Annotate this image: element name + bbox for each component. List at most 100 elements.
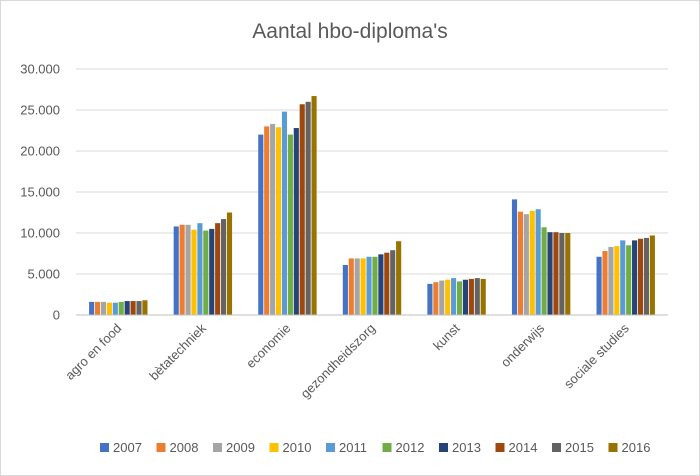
bar-2008-1 [179,224,185,315]
y-tick-label: 5.000 [27,267,60,282]
bar-2008-2 [264,126,270,316]
legend-label-2014: 2014 [509,440,538,455]
bar-2016-2 [311,96,317,315]
bar-2013-6 [632,240,638,315]
bar-2011-6 [620,240,626,315]
bar-2016-4 [480,278,486,315]
bar-2014-4 [468,278,474,315]
bar-2012-1 [203,230,209,315]
bar-2007-4 [427,283,433,315]
legend-swatch-2013 [439,443,448,452]
bar-2015-1 [221,219,227,315]
bar-2016-5 [565,233,571,315]
bar-2012-6 [626,245,632,315]
bar-2014-0 [130,301,136,315]
legend-label-2007: 2007 [113,440,142,455]
legend-label-2010: 2010 [283,440,312,455]
bar-2009-2 [270,123,276,315]
bar-2007-5 [511,199,518,315]
bar-2008-6 [602,251,608,315]
bar-2015-6 [643,237,649,315]
bar-2012-3 [372,256,378,315]
y-axis-ticks: 0 5.000 10.000 15.000 20.000 25.000 30.000 [20,62,60,323]
bar-2015-5 [559,233,565,315]
legend-swatch-2016 [608,443,618,452]
bar-2013-2 [293,128,299,315]
bar-2010-2 [275,127,282,315]
legend-swatch-2011 [326,443,335,452]
bar-2014-5 [553,232,559,315]
bar-2010-4 [445,279,451,315]
y-tick-label: 10.000 [20,226,60,241]
bar-2013-4 [462,279,469,315]
bar-2007-6 [596,256,602,315]
y-tick-label: 25.000 [20,103,60,118]
bar-2011-1 [197,223,203,315]
legend-swatch-2010 [269,443,279,452]
legend-label-2011: 2011 [339,440,367,455]
bar-2016-6 [649,235,655,315]
bar-2011-0 [112,302,118,315]
bar-2014-2 [299,104,305,315]
legend-swatch-2008 [156,443,166,452]
chart-title: Aantal hbo-diploma's [252,20,447,43]
bar-2014-6 [637,238,644,315]
legend-label-2008: 2008 [170,440,199,455]
legend-label-2009: 2009 [226,440,255,455]
bar-2016-0 [142,300,148,315]
legend-swatch-2009 [213,443,222,452]
bar-2015-4 [474,278,480,315]
bar-2015-0 [136,301,142,315]
legend: 2007 2008 2009 2010 2011 2012 2013 2014 2015 2016 [100,440,650,455]
bar-2014-3 [384,252,390,315]
bar-2009-0 [100,301,107,315]
bar-2010-0 [106,302,112,315]
bar-2011-2 [281,111,288,315]
bar-2010-5 [529,210,535,315]
legend-swatch-2014 [495,443,505,452]
bar-2013-3 [378,254,384,315]
legend-label-2012: 2012 [396,440,425,455]
bars [89,96,655,316]
bar-2012-2 [287,134,293,315]
bar-2013-5 [547,232,553,315]
y-tick-label: 20.000 [20,144,60,159]
bar-2007-2 [258,134,264,315]
bar-2014-1 [215,223,221,315]
bar-2012-4 [456,281,463,315]
legend-swatch-2015 [552,443,561,452]
bar-2009-1 [185,224,191,315]
bar-2007-3 [342,264,348,315]
y-tick-label: 0 [53,308,60,323]
bar-2013-0 [124,301,130,315]
legend-swatch-2012 [382,443,392,452]
bar-2016-3 [396,241,402,315]
bar-2010-1 [191,229,197,315]
bar-2015-3 [390,250,396,315]
bar-2009-6 [608,246,614,315]
bar-2008-4 [433,282,439,315]
bar-2011-3 [366,256,372,315]
bar-2009-4 [439,280,445,315]
bar-2012-0 [118,301,124,315]
bar-2008-5 [517,211,523,315]
bar-2011-4 [451,278,457,315]
bar-2008-0 [95,301,101,315]
bar-2010-6 [614,246,620,315]
bar-2011-5 [535,209,541,315]
legend-label-2013: 2013 [452,440,481,455]
bar-2010-3 [360,258,366,315]
bar-2012-5 [541,227,547,315]
y-tick-label: 15.000 [20,185,60,200]
bar-2007-0 [89,301,95,315]
legend-label-2015: 2015 [565,440,594,455]
bar-2013-1 [209,228,215,315]
bar-2009-3 [354,258,360,315]
bar-2015-2 [305,101,311,315]
legend-swatch-2007 [100,443,109,452]
bar-2008-3 [348,258,354,315]
bar-2009-5 [523,214,529,315]
legend-label-2016: 2016 [622,440,651,455]
